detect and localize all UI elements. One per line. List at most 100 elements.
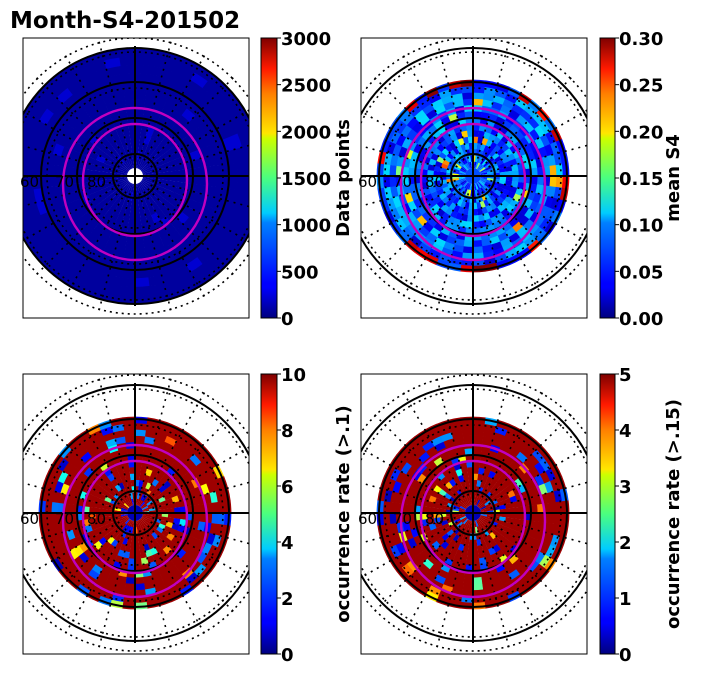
- auroral-oval-outer: [399, 443, 547, 599]
- heatmap-cell: [121, 216, 130, 227]
- heatmap-cell: [130, 200, 135, 211]
- heatmap-cell: [448, 202, 457, 211]
- heatmap-cell: [84, 162, 95, 171]
- heatmap-cell: [186, 141, 199, 154]
- heatmap-cell: [110, 82, 125, 94]
- heatmap-cell: [177, 563, 190, 575]
- heatmap-cell: [473, 435, 484, 443]
- heatmap-cell: [497, 500, 506, 507]
- heatmap-cell: [535, 184, 544, 195]
- heatmap-cell: [209, 491, 219, 504]
- heatmap-cell: [514, 97, 529, 111]
- heatmap-cell: [156, 492, 165, 500]
- heatmap-cell: [124, 493, 130, 501]
- heatmap-cell: [449, 423, 463, 433]
- heatmap-cell: [460, 187, 466, 195]
- heatmap-cell: [452, 436, 465, 445]
- heatmap-cell: [477, 163, 482, 170]
- heatmap-cell: [461, 130, 469, 138]
- heatmap-cell: [135, 141, 140, 152]
- heatmap-cell: [461, 589, 473, 597]
- plot-frame: [360, 37, 588, 319]
- heatmap-cell: [465, 558, 473, 566]
- heatmap-cell: [151, 539, 160, 548]
- heatmap-cell: [192, 158, 203, 169]
- heatmap-cell: [130, 141, 136, 152]
- heatmap-cell: [489, 486, 497, 495]
- heatmap-cell: [126, 492, 132, 500]
- heatmap-cell: [501, 188, 510, 197]
- heatmap-cell: [515, 226, 528, 238]
- figure-title: Month-S4-201502: [10, 8, 240, 34]
- heatmap-cell: [461, 165, 468, 172]
- heatmap-cell: [186, 545, 197, 557]
- heatmap-cell: [114, 555, 124, 564]
- heatmap-cell: [499, 529, 508, 538]
- heatmap-cell: [443, 189, 452, 197]
- colorbar-tick: 2000: [281, 122, 331, 143]
- heatmap-cell: [427, 163, 435, 171]
- heatmap-cell: [507, 489, 516, 499]
- heatmap-cell: [101, 196, 112, 207]
- heatmap-cell: [461, 502, 468, 509]
- heatmap-cell: [83, 440, 97, 452]
- heatmap-cell: [126, 200, 132, 210]
- heatmap-cell: [409, 571, 423, 585]
- heatmap-cell: [461, 252, 473, 260]
- heatmap-cell: [95, 559, 106, 570]
- latitude-label-60: 60: [20, 173, 39, 191]
- heatmap-cell: [449, 86, 463, 96]
- heatmap-cell: [523, 121, 535, 134]
- heatmap-cell: [458, 523, 465, 530]
- heatmap-cell: [158, 196, 169, 207]
- heatmap-cell: [95, 154, 106, 164]
- heatmap-cell: [151, 202, 161, 214]
- heatmap-cell: [118, 536, 125, 544]
- heatmap-cell: [487, 210, 497, 219]
- heatmap-cell: [496, 523, 504, 530]
- heatmap-cell: [78, 541, 89, 553]
- heatmap-cell: [92, 180, 103, 188]
- heatmap-cell: [478, 502, 485, 509]
- heatmap-cell: [154, 93, 169, 106]
- heatmap-cell: [135, 473, 141, 481]
- heatmap-cell: [395, 542, 407, 555]
- heatmap-cell: [89, 500, 97, 508]
- heatmap-cell: [550, 478, 561, 492]
- heatmap-cell: [478, 517, 485, 524]
- heatmap-cell: [142, 515, 150, 519]
- heatmap-cell: [464, 500, 470, 507]
- heatmap-cell: [90, 196, 102, 208]
- heatmap-cell: [459, 505, 467, 510]
- heatmap-cell: [483, 145, 490, 153]
- heatmap-cell: [389, 207, 401, 222]
- heatmap-cell: [80, 127, 94, 140]
- heatmap-cell: [480, 172, 488, 175]
- heatmap-cell: [145, 549, 153, 558]
- heatmap-cell: [120, 523, 127, 530]
- heatmap-cell: [468, 539, 473, 547]
- heatmap-cell: [511, 501, 519, 509]
- heatmap-cell: [454, 520, 462, 526]
- heatmap-cell: [435, 208, 446, 218]
- heatmap-cell: [147, 195, 156, 206]
- heatmap-cell: [23, 204, 33, 222]
- heatmap-cell: [480, 524, 486, 532]
- heatmap-cell: [452, 483, 460, 492]
- heatmap-cell: [96, 497, 105, 505]
- heatmap-cell: [462, 518, 469, 525]
- heatmap-cell: [467, 473, 474, 481]
- heatmap-cell: [202, 254, 220, 272]
- heatmap-cell: [103, 158, 114, 167]
- heatmap-cell: [498, 504, 507, 510]
- heatmap-cell: [134, 577, 145, 585]
- heatmap-cell: [160, 205, 172, 217]
- colorbar-tick: 500: [281, 262, 319, 283]
- heatmap-cell: [123, 502, 130, 509]
- heatmap-cell: [425, 569, 438, 581]
- heatmap-cell: [484, 218, 494, 227]
- heatmap-cell: [472, 552, 480, 560]
- heatmap-cell: [539, 134, 551, 147]
- heatmap-cell: [114, 195, 123, 206]
